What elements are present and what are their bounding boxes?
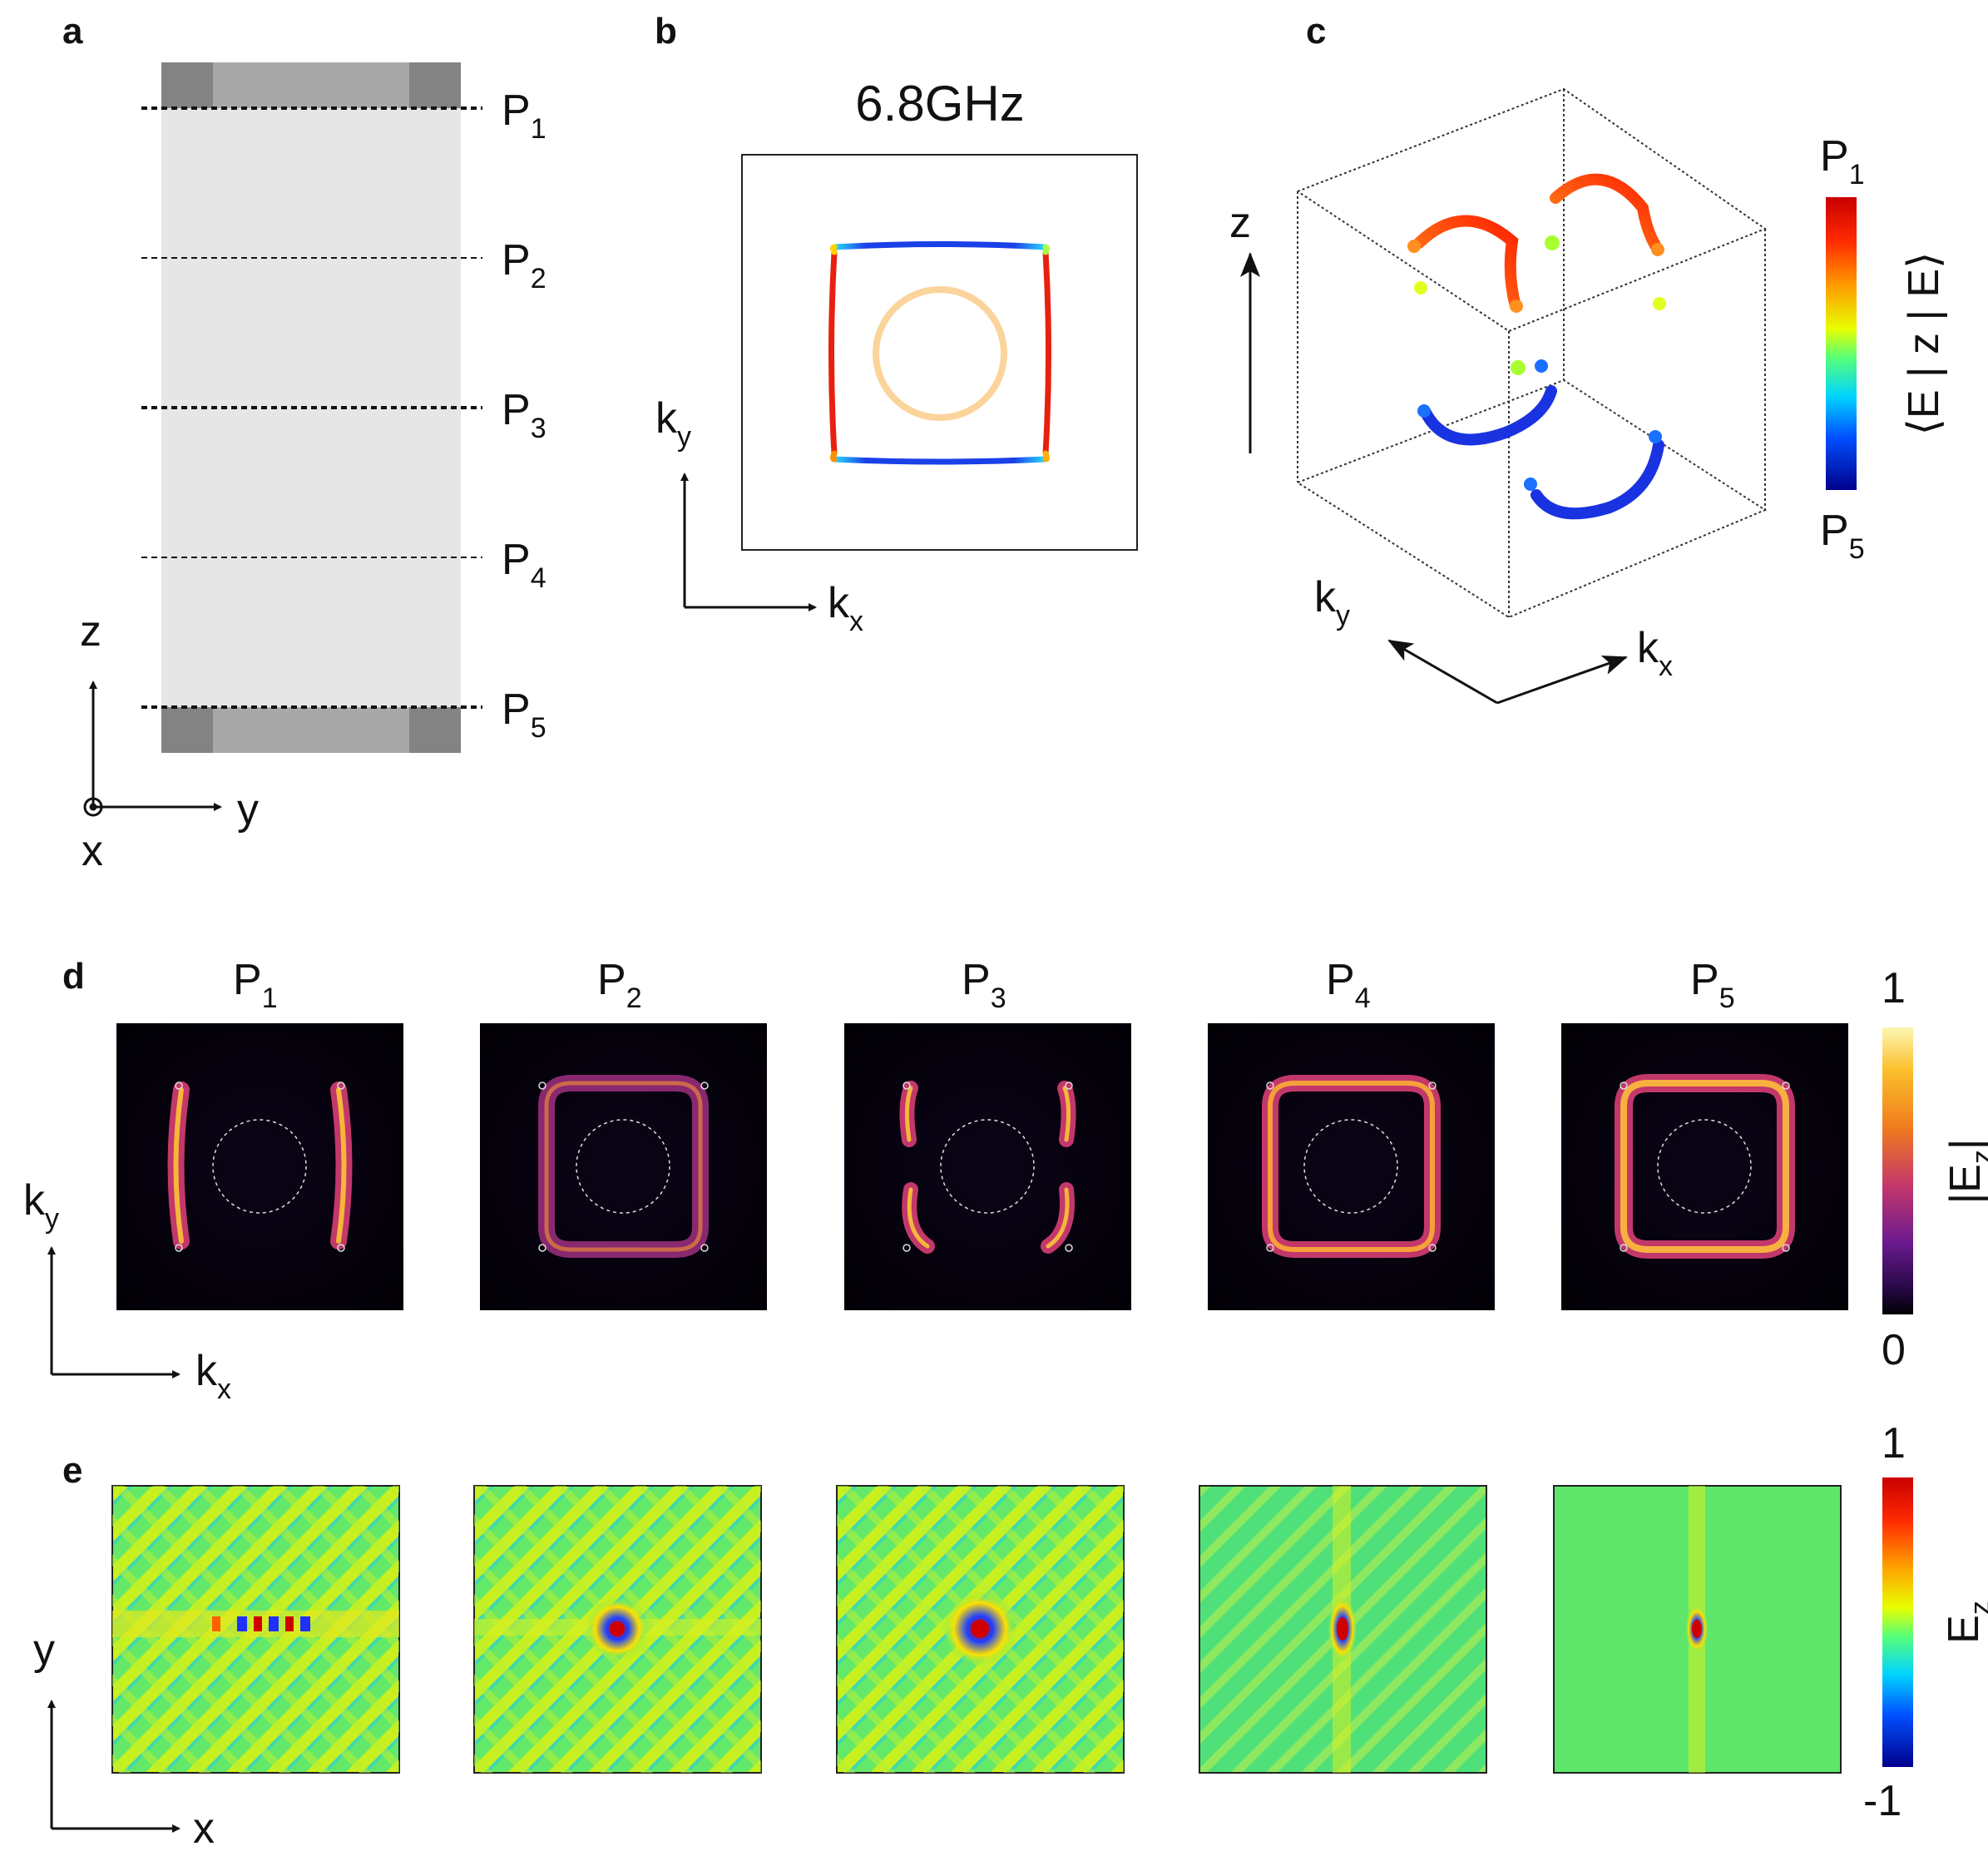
lower-points: [1417, 359, 1662, 491]
svg-text:P1: P1: [502, 87, 546, 145]
d-image-p2: [480, 1023, 767, 1310]
e-image-p5: [1553, 1485, 1842, 1774]
axis-z-label: z: [80, 607, 101, 656]
svg-text:P1: P1: [233, 956, 278, 1014]
frequency-title: 6.8GHz: [855, 76, 1024, 131]
panel-label-a: a: [62, 11, 83, 52]
panel-label-b: b: [655, 11, 677, 52]
d-image-p1: [116, 1023, 403, 1310]
svg-text:P5: P5: [502, 685, 546, 744]
svg-text:1: 1: [1882, 964, 1906, 1012]
axis-ky-label: ky: [655, 394, 691, 453]
svg-text:P3: P3: [962, 956, 1006, 1014]
axis-z-label-c: z: [1229, 199, 1251, 247]
e-image-p4: [1199, 1485, 1487, 1774]
axes-a: [83, 681, 222, 817]
plane-p2-label: P: [502, 236, 531, 285]
svg-text:P4: P4: [1326, 956, 1371, 1014]
svg-text:P5: P5: [1690, 956, 1735, 1014]
axis-ky-label-d: ky: [23, 1176, 59, 1235]
3d-box: [1297, 87, 1768, 619]
panel-label-d: d: [62, 956, 85, 997]
axes-c: [1240, 252, 1628, 705]
d-image-p5: [1561, 1023, 1848, 1310]
axis-kx-label-c: kx: [1637, 624, 1673, 682]
axis-x-label: x: [82, 827, 103, 875]
upper-arcs: [1413, 173, 1664, 312]
e-image-p2: [473, 1485, 762, 1774]
plane-p1-label: P: [502, 87, 531, 135]
d-image-p3: [844, 1023, 1131, 1310]
plane-labels: P1 P2 P3 P4 P5: [502, 87, 546, 744]
plane-p3-label: P: [502, 386, 531, 434]
svg-text:P5: P5: [1820, 507, 1865, 565]
svg-text:-1: -1: [1863, 1777, 1901, 1825]
axis-y-label-e: y: [33, 1626, 55, 1674]
colorbar-d-title: |Ez|: [1941, 1139, 1988, 1205]
colorbar-d: 1 0 |Ez|: [1882, 964, 1988, 1374]
axis-ky-label-c: ky: [1314, 573, 1350, 631]
colorbar-c: P1 P5 ⟨E | z | E⟩: [1820, 132, 1948, 565]
axes-b: [680, 473, 817, 611]
axis-kx-label-d: kx: [195, 1347, 231, 1405]
svg-text:P3: P3: [502, 386, 546, 444]
plane-lines: [141, 106, 482, 709]
colorbar-e-title: Ez: [1940, 1601, 1988, 1644]
axes-e: [47, 1700, 181, 1833]
svg-text:P1: P1: [1820, 132, 1865, 191]
lower-arcs: [1420, 385, 1664, 520]
colorbar-e: 1 -1 Ez: [1863, 1419, 1988, 1825]
colorbar-c-title: ⟨E | z | E⟩: [1900, 252, 1948, 436]
d-column-labels: P1 P2 P3 P4 P5: [233, 956, 1735, 1014]
d-image-p4: [1208, 1023, 1495, 1310]
svg-text:P2: P2: [502, 236, 546, 294]
svg-text:P4: P4: [502, 536, 546, 594]
axis-x-label-e: x: [193, 1804, 215, 1853]
light-cone-circle: [873, 286, 1007, 421]
e-image-p3: [836, 1485, 1125, 1774]
axis-y-label: y: [237, 785, 259, 834]
ifs-frame: [741, 154, 1138, 551]
axis-kx-label: kx: [828, 579, 863, 637]
axes-d: [47, 1246, 181, 1378]
svg-text:P2: P2: [597, 956, 642, 1014]
plane-p5-label: P: [502, 685, 531, 734]
plane-p4-label: P: [502, 536, 531, 584]
svg-text:0: 0: [1882, 1326, 1906, 1374]
e-image-p1: [111, 1485, 400, 1774]
equifrequency-contour: [828, 241, 1051, 465]
panel-label-e: e: [62, 1450, 82, 1491]
svg-text:1: 1: [1882, 1419, 1906, 1467]
upper-points: [1407, 235, 1666, 313]
panel-label-c: c: [1306, 11, 1326, 52]
